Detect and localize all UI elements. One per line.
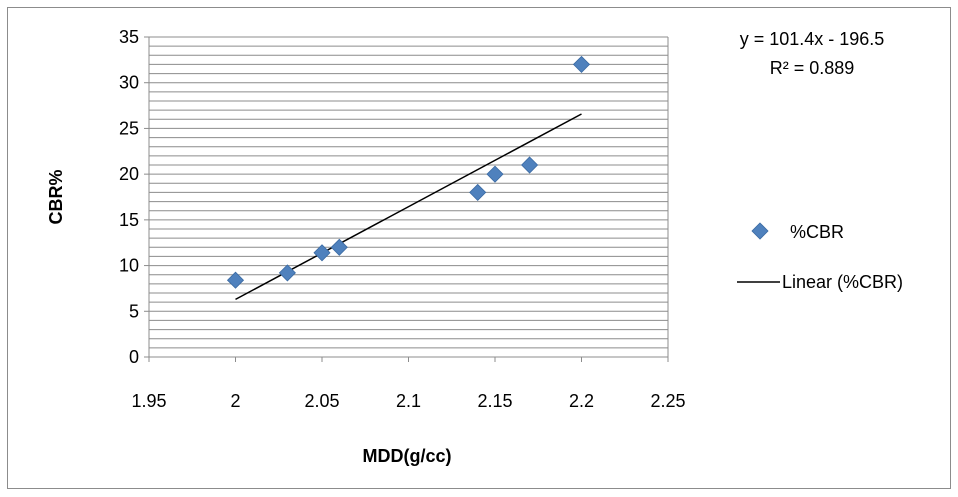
data-point [469, 183, 487, 201]
data-point [226, 271, 245, 289]
axes [148, 37, 669, 358]
data-points [226, 55, 591, 289]
data-point [486, 165, 504, 183]
x-tick-label: 2.1 [396, 391, 421, 411]
y-tick-label: 30 [119, 73, 139, 93]
data-point [330, 238, 348, 256]
trendline [235, 113, 582, 301]
x-tick-label: 2.15 [477, 391, 512, 411]
y-tick-label: 15 [119, 210, 139, 230]
grid-lines [149, 36, 668, 349]
x-tick-label: 2.05 [304, 391, 339, 411]
x-tick-label: 2 [230, 391, 240, 411]
data-point [278, 264, 296, 282]
y-tick-label: 0 [129, 347, 139, 367]
x-tick-label: 2.25 [650, 391, 685, 411]
r-squared-label: R² = 0.889 [770, 58, 855, 78]
data-point [313, 244, 331, 262]
data-point [572, 55, 591, 73]
y-tick-label: 20 [119, 164, 139, 184]
x-tick-labels: 1.95 2 2.05 2.1 2.15 2.2 2.25 [131, 357, 686, 411]
y-tick-label: 10 [119, 256, 139, 276]
legend-trendline-label: Linear (%CBR) [782, 272, 903, 292]
y-tick-label: 5 [129, 301, 139, 321]
x-tick-label: 1.95 [131, 391, 166, 411]
plot-area: 1.95 2 2.05 2.1 2.15 2.2 2.25 0 5 10 15 20 25 30 35 [119, 27, 686, 411]
legend-series-label: %CBR [790, 222, 844, 242]
x-axis-title: MDD(g/cc) [363, 446, 452, 466]
data-point [521, 156, 539, 174]
y-tick-labels: 0 5 10 15 20 25 30 35 [119, 27, 149, 367]
y-tick-label: 35 [119, 27, 139, 47]
x-tick-label: 2.2 [569, 391, 594, 411]
trendline-equation: y = 101.4x - 196.5 [740, 29, 885, 49]
legend: %CBR Linear (%CBR) [737, 222, 903, 292]
chart-frame [7, 7, 951, 489]
legend-diamond-icon [751, 222, 769, 240]
y-tick-label: 25 [119, 118, 139, 138]
y-axis-title: CBR% [46, 169, 66, 224]
